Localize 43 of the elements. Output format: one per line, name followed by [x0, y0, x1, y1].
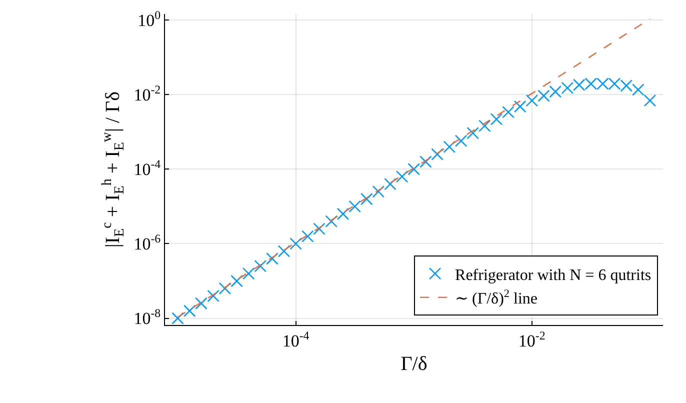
point [490, 113, 503, 126]
point [431, 148, 444, 160]
point [478, 120, 491, 132]
y-tick-label: 10$^{-4}$ [134, 156, 161, 180]
point [408, 162, 420, 176]
point [632, 84, 644, 96]
y-tick-label: 10$^{-8}$ [134, 306, 161, 328]
point [384, 178, 396, 190]
legend-label: ∼ (Γ/δ)$^{2}$ line [455, 288, 538, 308]
point [443, 140, 456, 153]
point [396, 170, 408, 183]
point [301, 230, 314, 242]
point [172, 312, 184, 324]
point [644, 94, 656, 107]
point [195, 297, 208, 310]
point [313, 222, 326, 235]
point [549, 85, 562, 98]
point [526, 94, 538, 107]
point [360, 192, 373, 206]
point [420, 156, 432, 168]
y-tick-label: 10$^{-6}$ [134, 232, 161, 254]
legend-label: Refrigerator with N = 6 qutrits [455, 266, 652, 284]
point [502, 106, 514, 118]
point [218, 282, 232, 295]
point [336, 208, 350, 220]
point [290, 238, 302, 250]
point [538, 90, 550, 102]
point [514, 100, 526, 113]
point [230, 274, 243, 288]
point [325, 215, 338, 228]
point [454, 134, 468, 147]
point [372, 185, 385, 198]
point [254, 260, 267, 272]
point [266, 252, 278, 265]
point [242, 267, 255, 280]
point [278, 245, 290, 258]
point [348, 200, 361, 213]
point [466, 126, 479, 140]
point [183, 304, 196, 318]
y-tick-label: 10$^{-2}$ [134, 82, 161, 105]
point [207, 290, 220, 302]
x-axis-title: Γ/δ [400, 352, 428, 375]
y-tick-label: 10$^{0}$ [138, 8, 161, 30]
